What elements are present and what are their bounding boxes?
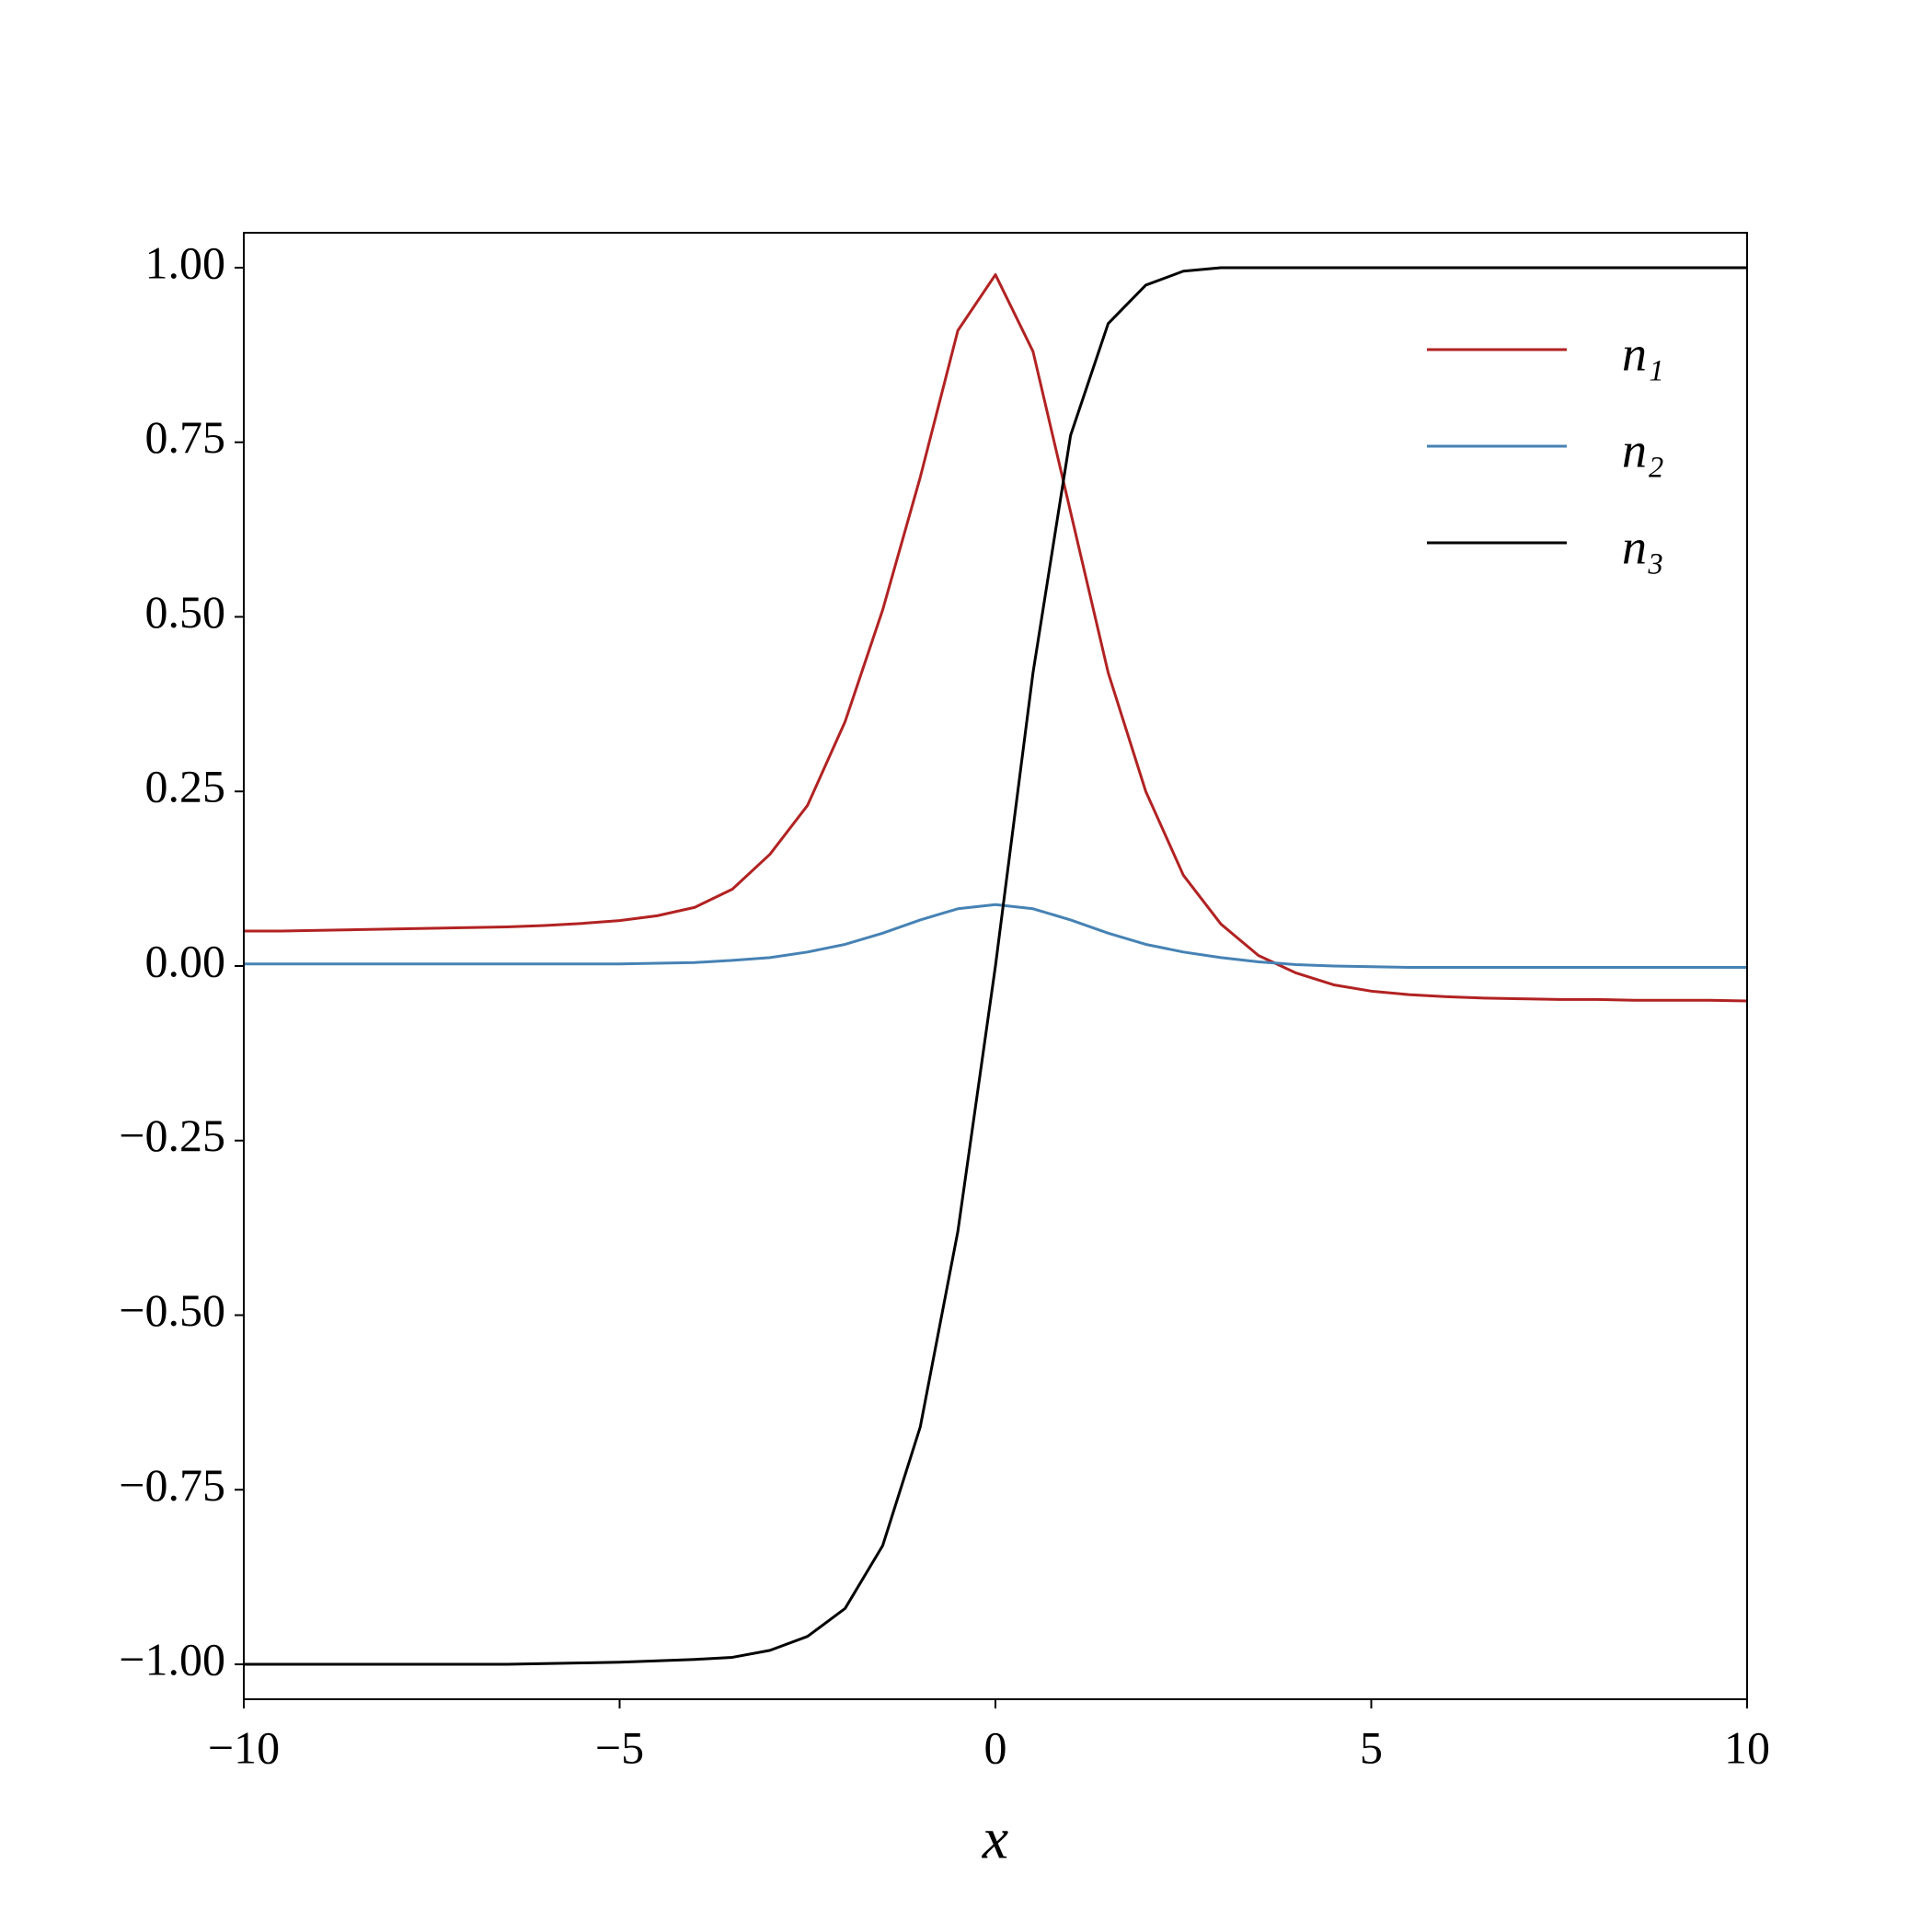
y-tick-label: 0.75 (145, 411, 226, 463)
y-tick-label: −0.75 (119, 1459, 225, 1511)
x-tick-label: 5 (1360, 1721, 1383, 1773)
x-tick-label: 10 (1724, 1721, 1770, 1773)
line-series (244, 903, 1747, 970)
y-tick-label: 1.00 (145, 236, 226, 288)
x-tick-label: 0 (984, 1721, 1007, 1773)
legend-label: n₁ (1622, 326, 1664, 381)
y-tick-label: −0.25 (119, 1110, 225, 1161)
y-tick-label: −1.00 (119, 1634, 225, 1685)
y-tick-label: −0.50 (119, 1284, 225, 1336)
y-tick-label: 0.50 (145, 586, 226, 638)
line-series (244, 266, 1747, 1666)
y-tick-label: 0.00 (145, 935, 226, 986)
plot-frame (243, 232, 1748, 1700)
x-tick-label: −10 (208, 1721, 280, 1773)
line-series (244, 273, 1748, 1003)
legend-label: n₂ (1622, 422, 1664, 477)
x-tick-label: −5 (595, 1721, 644, 1773)
y-tick-label: 0.25 (145, 761, 226, 812)
x-axis-label: x (982, 1806, 1008, 1871)
legend-label: n₃ (1622, 519, 1664, 574)
